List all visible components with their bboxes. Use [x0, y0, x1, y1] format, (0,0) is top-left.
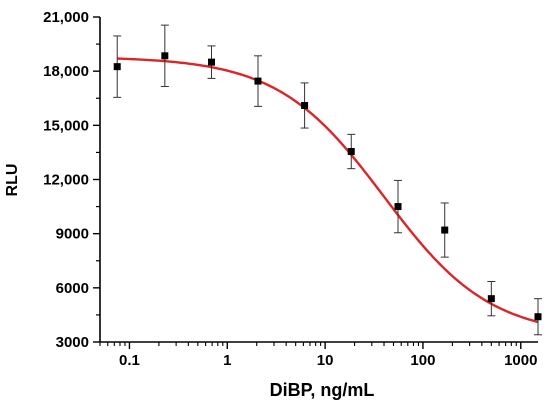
data-point — [347, 148, 355, 156]
data-point — [254, 77, 262, 85]
x-axis-title: DiBP, ng/mL — [270, 380, 375, 400]
x-tick-label: 100 — [410, 352, 435, 369]
data-point — [441, 226, 449, 234]
data-point — [301, 101, 309, 109]
fit-curve — [117, 57, 539, 324]
data-point — [394, 203, 402, 211]
y-tick-label: 3000 — [56, 334, 89, 351]
y-axis-title: RLU — [4, 164, 21, 197]
x-tick-label: 10 — [317, 352, 334, 369]
x-ticks: 0.1 1 10 100 1000 — [99, 342, 537, 369]
data-point — [161, 52, 169, 60]
data-point — [113, 63, 121, 71]
y-tick-label: 18,000 — [43, 63, 89, 80]
y-tick-label: 6000 — [56, 280, 89, 297]
data-point — [534, 313, 542, 321]
x-tick-label: 1000 — [504, 352, 537, 369]
y-ticks: 3000 6000 9000 12,000 15,000 18,000 21,000 — [43, 9, 100, 351]
y-tick-label: 12,000 — [43, 172, 89, 189]
data-point — [487, 295, 495, 303]
y-tick-label: 9000 — [56, 226, 89, 243]
data-point — [208, 58, 216, 66]
y-tick-label: 15,000 — [43, 117, 89, 134]
data-points — [113, 52, 542, 321]
x-tick-label: 1 — [223, 352, 231, 369]
error-bars — [113, 24, 542, 336]
y-tick-label: 21,000 — [43, 9, 89, 26]
x-tick-label: 0.1 — [119, 352, 140, 369]
